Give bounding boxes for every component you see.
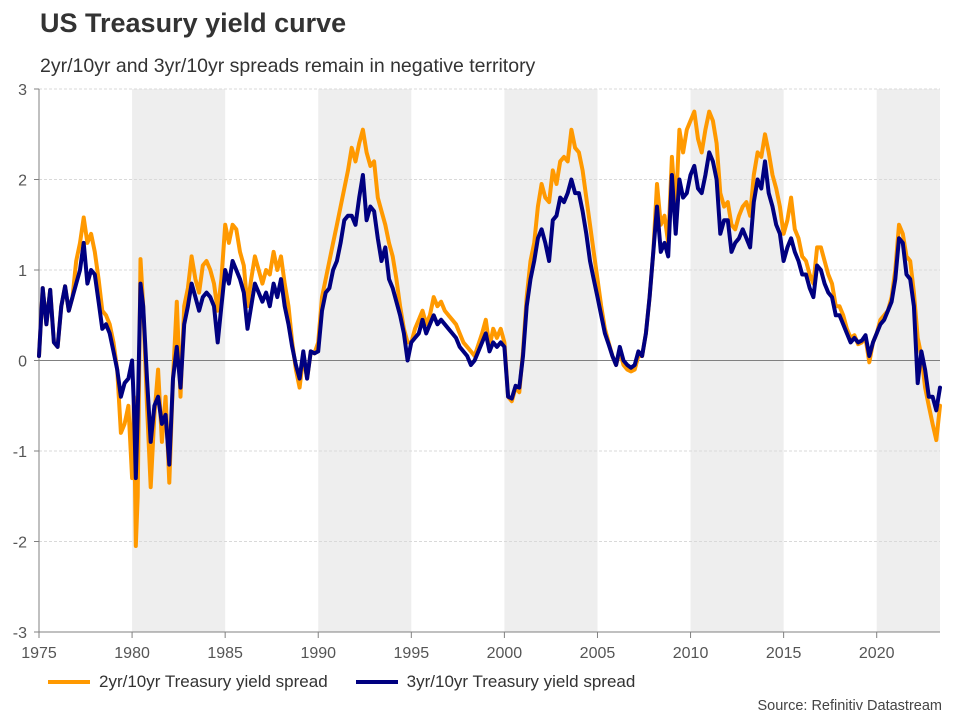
x-tick-label: 1975	[21, 645, 57, 662]
legend-label-2yr: 2yr/10yr Treasury yield spread	[99, 672, 328, 691]
y-tick-label: -1	[13, 444, 27, 461]
source-note: Source: Refinitiv Datastream	[757, 698, 942, 714]
y-tick-label: -2	[13, 535, 27, 552]
x-tick-label: 1990	[300, 645, 336, 662]
y-tick-label: 3	[18, 82, 27, 99]
y-tick-label: -3	[13, 625, 27, 642]
x-tick-label: 2000	[487, 645, 523, 662]
legend-item-3yr[interactable]: 3yr/10yr Treasury yield spread	[355, 672, 636, 692]
series-line-3yr-10yr	[37, 150, 942, 481]
y-tick-label: 2	[18, 173, 27, 190]
gridlines	[34, 88, 940, 633]
x-tick-label: 2005	[580, 645, 616, 662]
x-tick-label: 1980	[114, 645, 150, 662]
legend: 2yr/10yr Treasury yield spread 3yr/10yr …	[48, 672, 663, 692]
x-tick-labels: 1975 1980 1985 1990 1995 2000 2005 2010 2015 2020	[21, 645, 894, 662]
chart-title: US Treasury yield curve	[40, 8, 347, 38]
y-tick-label: 1	[18, 263, 27, 280]
x-tick-label: 2015	[766, 645, 802, 662]
y-tick-label: 0	[18, 354, 27, 371]
x-tick-label: 2010	[673, 645, 709, 662]
legend-swatch-2yr	[48, 680, 90, 684]
legend-label-3yr: 3yr/10yr Treasury yield spread	[406, 672, 636, 691]
y-tick-labels: 3 2 1 0 -1 -2 -3	[13, 82, 27, 642]
axes	[38, 89, 940, 638]
x-tick-label: 1985	[207, 645, 243, 662]
legend-swatch-3yr	[355, 680, 398, 684]
chart-subtitle: 2yr/10yr and 3yr/10yr spreads remain in …	[40, 55, 536, 77]
x-tick-label: 1995	[394, 645, 430, 662]
legend-item-2yr[interactable]: 2yr/10yr Treasury yield spread	[48, 672, 328, 692]
x-tick-label: 2020	[859, 645, 895, 662]
series-lines	[37, 109, 942, 548]
